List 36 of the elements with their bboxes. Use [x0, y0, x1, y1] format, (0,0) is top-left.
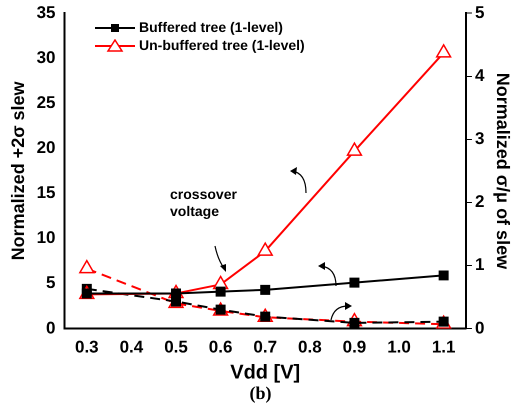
- x-tick-label: 0.7: [253, 337, 278, 356]
- y2-tick-label: 2: [474, 192, 484, 212]
- point: [346, 142, 362, 156]
- y-tick-label: 25: [36, 93, 56, 112]
- x-tick-label: 0.4: [120, 337, 144, 356]
- legend-label: Un-buffered tree (1-level): [139, 37, 305, 53]
- annotation: crossover voltage: [170, 186, 238, 220]
- x-axis-title: Vdd [V]: [230, 362, 300, 384]
- y2-axis-title: Normalized σ/μ of slew: [493, 72, 514, 270]
- y-tick-label: 20: [36, 138, 56, 158]
- y-tick-label: 15: [36, 183, 56, 202]
- y2-tick-label: 4: [474, 66, 485, 85]
- legend-label: Buffered tree (1-level): [139, 19, 283, 35]
- point: [436, 44, 452, 58]
- point: [349, 278, 360, 288]
- y-tick-label: 0: [46, 318, 56, 338]
- y-tick-label: 35: [36, 2, 56, 22]
- x-tick-label: 0.5: [164, 337, 188, 356]
- text: (b): [248, 383, 272, 404]
- y2-tick-label: 3: [474, 129, 484, 148]
- x-tick-label: 0.6: [208, 337, 232, 356]
- x-tick-label: 0.8: [298, 337, 322, 356]
- x-tick-label: 0.9: [342, 337, 366, 356]
- y2-tick-label: 1: [474, 255, 484, 274]
- y-tick-label: 5: [46, 273, 56, 292]
- x-tick-label: 0.3: [74, 337, 99, 356]
- y2-tick-label: 5: [474, 2, 484, 22]
- point: [216, 286, 226, 297]
- y-tick-label: 10: [36, 228, 56, 248]
- point: [438, 270, 449, 280]
- x-tick-label: 1.0: [387, 337, 411, 356]
- y2-tick-label: 0: [474, 318, 484, 338]
- y-axis-title: Normalized +2σ slew: [8, 80, 28, 260]
- y-tick-label: 30: [36, 48, 56, 67]
- point: [260, 284, 270, 295]
- x-tick-label: 1.1: [432, 337, 456, 356]
